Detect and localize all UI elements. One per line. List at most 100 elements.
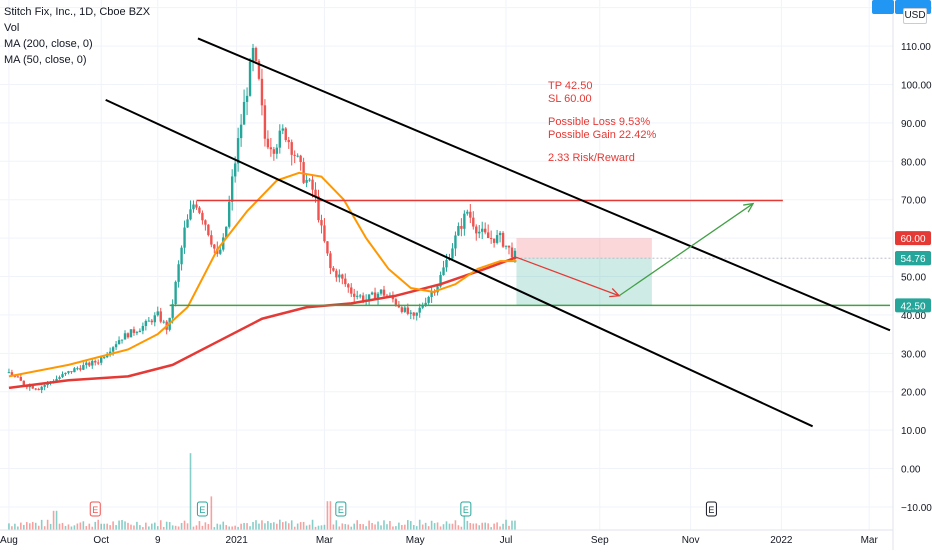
volume-bar (493, 523, 495, 530)
candle-body (198, 207, 201, 213)
ma200-indicator-label[interactable]: MA (200, close, 0) (4, 38, 93, 50)
earnings-marker-box (89, 501, 101, 517)
candle-body (373, 292, 377, 300)
currency-button[interactable]: USD (903, 8, 927, 24)
candle-body (153, 315, 156, 323)
candle-body (314, 189, 317, 197)
candle-body (308, 179, 311, 181)
candle-body (412, 312, 415, 316)
candle-body (207, 224, 210, 236)
price-tick-label: 70.00 (901, 196, 926, 207)
stop-loss-zone (516, 238, 652, 259)
price-label-box (895, 251, 931, 266)
volume-bar (255, 520, 257, 530)
volume-bar (246, 523, 248, 530)
volume-bar (20, 522, 22, 530)
volume-bar (469, 522, 472, 530)
price-label-text: 54.76 (900, 254, 925, 265)
candle-body (201, 212, 204, 221)
candle-body (219, 249, 222, 254)
price-tick-label: −10.00 (901, 503, 932, 514)
channel-upper-line (197, 37, 891, 332)
volume-bar (273, 522, 275, 530)
volume-bar (207, 524, 210, 530)
candle-body (114, 344, 118, 348)
candle-body (302, 162, 305, 183)
risk-reward-text: 2.33 Risk/Reward (548, 152, 635, 164)
earnings-marker: E (705, 501, 717, 517)
candle-body (492, 238, 496, 243)
candle-body (180, 247, 183, 265)
volume-bar (267, 521, 269, 530)
volume-bar (392, 526, 394, 530)
volume-bar (415, 526, 418, 530)
volume-bar (478, 525, 481, 530)
candle-body (266, 138, 270, 148)
candle-body (320, 220, 323, 226)
volume-bar (451, 523, 454, 530)
volume-bar (460, 526, 463, 530)
candle-body (245, 95, 249, 102)
volume-bar (279, 519, 281, 530)
volume-bar (124, 521, 126, 530)
volume-bar (314, 526, 317, 530)
time-tick-label: Oct (93, 535, 109, 546)
ma50-indicator-label[interactable]: MA (50, close, 0) (4, 54, 87, 66)
candle-body (58, 377, 61, 379)
time-tick-label: Mar (861, 535, 879, 546)
volume-bar (91, 526, 94, 530)
volume-bar (457, 525, 460, 530)
volume-bar (25, 522, 28, 530)
candle-body (144, 320, 148, 327)
volume-bar (401, 524, 403, 530)
candle-body (483, 228, 487, 233)
volume-bar (249, 526, 251, 530)
candle-body (22, 380, 26, 386)
volume-bar (28, 523, 31, 530)
price-label-box (895, 231, 931, 246)
candle-body (34, 388, 37, 390)
earnings-marker-box (705, 501, 717, 517)
earnings-marker: E (460, 501, 472, 517)
volume-bar (174, 525, 177, 530)
candle-body (186, 219, 189, 228)
earnings-marker-box (460, 501, 472, 517)
candle-body (19, 377, 23, 381)
volume-bar (58, 523, 61, 530)
candle-body (228, 201, 231, 227)
volume-bar (466, 520, 469, 530)
volume-bar (475, 523, 478, 530)
candle-body (466, 211, 469, 214)
volume-bar (508, 525, 510, 530)
candle-body (481, 228, 484, 232)
candle-body (418, 307, 421, 313)
volume-bar (88, 523, 91, 530)
time-tick-label: May (406, 535, 425, 546)
candle-body (361, 295, 365, 301)
volume-indicator-label[interactable]: Vol (4, 22, 20, 34)
candle-body (141, 326, 145, 331)
volume-bar (368, 520, 370, 530)
candle-body (421, 305, 424, 308)
time-tick-label: Mar (316, 535, 334, 546)
volume-bar (17, 526, 19, 530)
volume-bar (43, 526, 46, 530)
volume-bar (290, 520, 293, 530)
candle-body (495, 235, 499, 243)
volume-bar (454, 520, 457, 530)
price-tick-label: 80.00 (901, 157, 926, 168)
volume-bar (23, 524, 25, 530)
volume-bar (365, 526, 367, 530)
earnings-marker: E (335, 501, 347, 517)
candle-body (475, 226, 478, 234)
candle-body (254, 47, 258, 61)
volume-bar (430, 520, 433, 530)
price-tick-label: 40.00 (901, 311, 926, 322)
candle-body (138, 330, 142, 333)
candle-body (260, 78, 264, 106)
volume-bar (305, 525, 308, 530)
symbol-title[interactable]: Stitch Fix, Inc., 1D, Cboe BZX (4, 6, 151, 18)
candle-body (230, 176, 234, 202)
